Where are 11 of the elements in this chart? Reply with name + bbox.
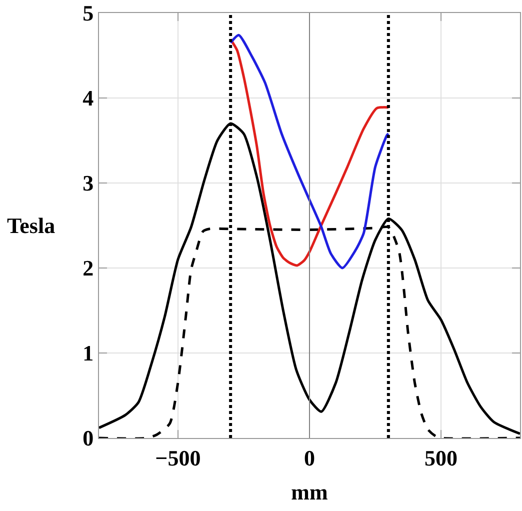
x-tick-label: 0	[304, 445, 315, 470]
y-tick-label: 0	[82, 426, 94, 451]
y-tick-label: 3	[82, 170, 94, 196]
y-axis-title: Tesla	[7, 213, 56, 238]
y-tick-label: 2	[82, 256, 94, 281]
x-tick-label: 500	[424, 445, 458, 470]
y-tick-label: 4	[82, 86, 94, 111]
y-tick-label: 5	[82, 0, 94, 26]
y-tick-label: 1	[82, 340, 94, 366]
x-tick-label: −500	[155, 445, 201, 470]
x-axis-title: mm	[291, 479, 328, 504]
